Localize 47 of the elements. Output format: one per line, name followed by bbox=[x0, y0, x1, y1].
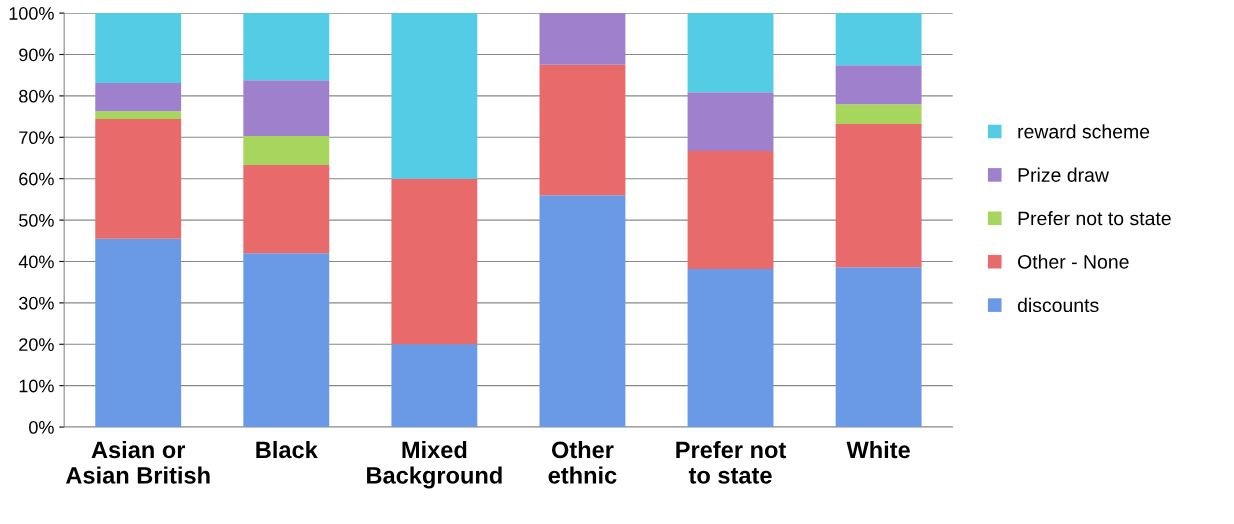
x-tick-label: Mixed Background bbox=[367, 440, 502, 489]
bar bbox=[391, 13, 478, 179]
bar bbox=[95, 83, 182, 112]
bar bbox=[243, 165, 330, 254]
bar bbox=[243, 80, 330, 137]
y-tick-label: 10% bbox=[19, 379, 54, 393]
bar bbox=[687, 268, 774, 428]
y-tick-label: 60% bbox=[19, 172, 54, 186]
bar bbox=[539, 13, 626, 65]
bar bbox=[391, 178, 478, 345]
y-tick-label: 0% bbox=[29, 420, 54, 434]
bar bbox=[95, 238, 182, 428]
x-tick-label: Other ethnic bbox=[548, 440, 617, 484]
legend-label: discounts bbox=[1017, 297, 1099, 313]
y-tick-label: 70% bbox=[19, 131, 54, 145]
x-tick-label: Black bbox=[256, 440, 318, 459]
y-tick-label: 30% bbox=[19, 296, 54, 310]
y-tick-label: 50% bbox=[19, 214, 54, 227]
bar bbox=[687, 13, 774, 93]
x-tick-label: White bbox=[846, 440, 910, 459]
bar bbox=[95, 111, 182, 120]
bar bbox=[95, 13, 182, 84]
y-tick-label: 20% bbox=[19, 338, 54, 351]
y-tick-label: 90% bbox=[19, 48, 54, 62]
legend-label: reward scheme bbox=[1018, 124, 1150, 139]
x-tick-label: Asian or Asian British bbox=[65, 440, 210, 484]
bar bbox=[243, 253, 330, 428]
legend-label: Prefer not to state bbox=[1018, 211, 1171, 226]
bar bbox=[835, 65, 922, 105]
bar bbox=[835, 124, 922, 268]
bar bbox=[539, 64, 626, 196]
bar bbox=[243, 136, 330, 166]
bar bbox=[539, 195, 626, 428]
legend-label: Other - None bbox=[1018, 254, 1129, 269]
y-tick-label: 40% bbox=[18, 255, 54, 269]
x-tick-label: Prefer not to state bbox=[676, 440, 786, 484]
y-tick-label: 100% bbox=[9, 7, 54, 20]
bar bbox=[243, 13, 330, 81]
bar bbox=[391, 344, 478, 428]
bar bbox=[835, 13, 922, 66]
bar bbox=[687, 92, 774, 151]
bar bbox=[95, 119, 182, 239]
bar bbox=[835, 267, 922, 428]
y-tick-label: 80% bbox=[19, 89, 54, 103]
bar bbox=[835, 104, 922, 125]
legend-label: Prize draw bbox=[1018, 167, 1109, 182]
bar bbox=[687, 150, 774, 269]
